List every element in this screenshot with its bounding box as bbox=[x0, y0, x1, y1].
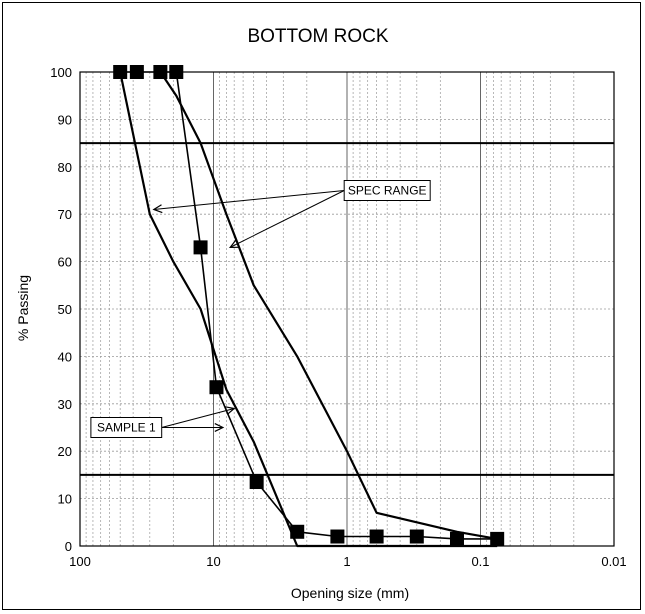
x-tick-label: 1 bbox=[343, 554, 350, 569]
annotation-arrow-head bbox=[225, 406, 236, 415]
annotation-arrow-line bbox=[153, 190, 345, 210]
sample-1-label: SAMPLE 1 bbox=[97, 421, 156, 435]
plot-area-border bbox=[79, 71, 615, 547]
annotation-arrow-head bbox=[214, 423, 225, 432]
y-tick-label: 90 bbox=[58, 112, 72, 127]
axes: 0 10 20 30 40 50 60 70 80 90 100 100 10 1 0.1 0.01 bbox=[50, 65, 626, 569]
x-tick-label: 100 bbox=[69, 554, 91, 569]
sample-1-point bbox=[290, 524, 305, 539]
x-tick-label: 0.01 bbox=[601, 554, 626, 569]
y-tick-label: 70 bbox=[58, 207, 72, 222]
y-tick-label: 60 bbox=[58, 255, 72, 270]
annotation-arrow-line bbox=[161, 408, 235, 428]
sample-1-point bbox=[249, 475, 264, 490]
sample-1-point bbox=[369, 529, 384, 544]
y-tick-label: 30 bbox=[58, 397, 72, 412]
sample-1-point bbox=[209, 380, 224, 395]
x-tick-label: 0.1 bbox=[471, 554, 489, 569]
y-tick-label: 100 bbox=[50, 65, 72, 80]
sample-1-point bbox=[330, 529, 345, 544]
x-axis-label: Opening size (mm) bbox=[291, 585, 409, 601]
y-tick-label: 40 bbox=[58, 349, 72, 364]
y-axis-label: % Passing bbox=[15, 275, 31, 341]
sample-1-point bbox=[409, 529, 424, 544]
annotations: SPEC RANGE SAMPLE 1 bbox=[90, 180, 431, 438]
annotation-arrow-head bbox=[228, 239, 240, 249]
sample-1-point bbox=[449, 531, 464, 546]
sample-1-point bbox=[193, 240, 208, 255]
y-tick-label: 50 bbox=[58, 302, 72, 317]
sample-markers bbox=[113, 65, 505, 546]
sample-1-point bbox=[490, 531, 505, 546]
annotation-arrow-line bbox=[229, 190, 345, 248]
y-tick-label: 80 bbox=[58, 160, 72, 175]
spec-limit-lines bbox=[80, 142, 614, 476]
chart-title: BOTTOM ROCK bbox=[247, 26, 388, 47]
grid bbox=[80, 72, 614, 546]
spec-range-label: SPEC RANGE bbox=[348, 184, 427, 198]
y-tick-label: 10 bbox=[58, 492, 72, 507]
y-tick-label: 0 bbox=[65, 539, 72, 554]
annotation-arrow-head bbox=[152, 204, 163, 214]
y-tick-label: 20 bbox=[58, 444, 72, 459]
spec-range-line bbox=[159, 71, 498, 540]
x-tick-label: 10 bbox=[206, 554, 220, 569]
